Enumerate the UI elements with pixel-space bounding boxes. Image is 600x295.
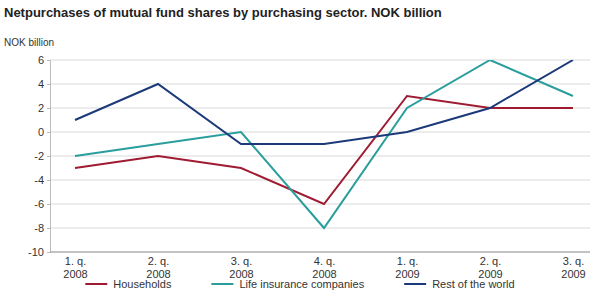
y-tick-label: -10 xyxy=(28,246,44,258)
y-tick: -4 xyxy=(34,174,50,186)
y-tick-mark xyxy=(47,132,50,133)
legend-label: Rest of the world xyxy=(432,278,515,290)
x-tick-label: 1. q.2009 xyxy=(395,255,419,280)
y-tick: -6 xyxy=(34,198,50,210)
y-tick: 6 xyxy=(38,54,50,66)
y-tick: 4 xyxy=(38,78,50,90)
grid-line xyxy=(50,204,590,205)
series-line xyxy=(75,60,573,228)
x-tick: 1. q.2009 xyxy=(395,252,419,280)
legend-item: Rest of the world xyxy=(404,278,515,290)
x-tick: 3. q.2008 xyxy=(229,252,253,280)
y-axis-title: NOK billion xyxy=(4,37,54,48)
series-line xyxy=(75,60,573,144)
grid-line xyxy=(50,60,590,61)
y-tick-label: -8 xyxy=(34,222,44,234)
x-axis: 1. q.2008 2. q.2008 3. q.2008 4. q.2008 1. q… xyxy=(50,252,590,280)
grid-line xyxy=(50,180,590,181)
y-tick: -8 xyxy=(34,222,50,234)
x-tick-label: 2. q.2008 xyxy=(146,255,170,280)
y-tick-label: -6 xyxy=(34,198,44,210)
x-tick-label: 2. q.2009 xyxy=(478,255,502,280)
y-tick-mark xyxy=(47,108,50,109)
series-line xyxy=(75,96,573,204)
legend-swatch xyxy=(85,283,107,285)
legend-item: Life insurance companies xyxy=(211,278,364,290)
grid-line xyxy=(50,252,590,253)
x-tick: 1. q.2008 xyxy=(63,252,87,280)
y-tick: 0 xyxy=(38,126,50,138)
y-tick-label: 0 xyxy=(38,126,44,138)
x-tick: 4. q.2008 xyxy=(312,252,336,280)
grid-line xyxy=(50,84,590,85)
x-tick: 2. q.2009 xyxy=(478,252,502,280)
y-tick: 2 xyxy=(38,102,50,114)
y-tick-mark xyxy=(47,204,50,205)
y-tick-label: -4 xyxy=(34,174,44,186)
y-axis-line xyxy=(47,61,51,253)
x-tick: 3. q.2009 xyxy=(561,252,585,280)
grid xyxy=(50,60,590,252)
x-tick-label: 4. q.2008 xyxy=(312,255,336,280)
y-tick-mark xyxy=(47,84,50,85)
y-tick-mark xyxy=(47,180,50,181)
y-tick-label: 6 xyxy=(38,54,44,66)
grid-line xyxy=(50,228,590,229)
grid-line xyxy=(50,156,590,157)
y-axis: -10 -8 -6 -4 -2 0 2 4 6 xyxy=(28,54,50,258)
y-tick-label: -2 xyxy=(34,150,44,162)
y-tick-label: 2 xyxy=(38,102,44,114)
title: Netpurchases of mutual fund shares by pu… xyxy=(4,5,442,20)
y-tick-label: 4 xyxy=(38,78,44,90)
grid-line xyxy=(50,132,590,133)
y-tick-mark xyxy=(47,60,50,61)
legend-swatch xyxy=(404,283,426,285)
x-tick: 2. q.2008 xyxy=(146,252,170,280)
legend-label: Life insurance companies xyxy=(239,278,364,290)
y-tick-mark xyxy=(47,156,50,157)
x-tick-label: 3. q.2008 xyxy=(229,255,253,280)
y-tick: -10 xyxy=(28,246,50,258)
chart: Netpurchases of mutual fund shares by pu… xyxy=(0,0,600,295)
y-tick-mark xyxy=(47,228,50,229)
legend-swatch xyxy=(211,283,233,285)
plot-area xyxy=(75,60,573,228)
x-tick-label: 1. q.2008 xyxy=(63,255,87,280)
x-axis-line xyxy=(50,252,590,253)
legend-label: Households xyxy=(113,278,172,290)
y-tick: -2 xyxy=(34,150,50,162)
legend: Households Life insurance companies Rest o… xyxy=(85,278,514,290)
legend-item: Households xyxy=(85,278,172,290)
y-tick-mark xyxy=(47,252,50,253)
x-tick-label: 3. q.2009 xyxy=(561,255,585,280)
